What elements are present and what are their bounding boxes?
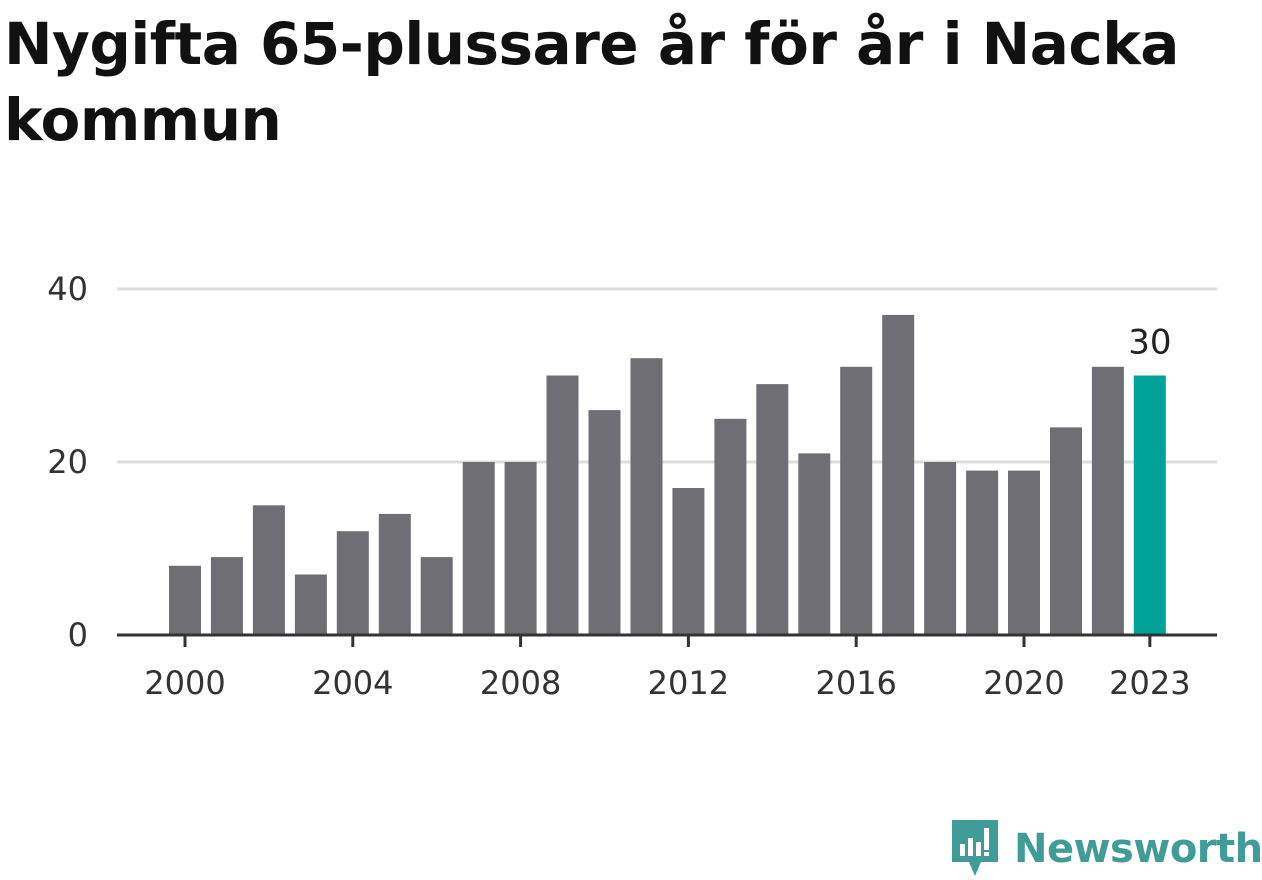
bar <box>1091 366 1124 635</box>
bar <box>252 505 285 636</box>
bar <box>1008 470 1040 635</box>
bar <box>756 384 789 635</box>
x-tick-label: 2004 <box>312 664 393 702</box>
x-tick-label: 2016 <box>815 664 896 702</box>
x-tick-label: 2008 <box>480 664 561 702</box>
bar <box>378 513 411 635</box>
bars <box>169 314 1166 636</box>
brand-name: Newsworthy <box>1014 826 1262 872</box>
bar <box>588 410 621 635</box>
bar <box>714 418 747 636</box>
newsworthy-logo[interactable]: Newsworthy <box>950 818 1262 880</box>
newsworthy-logo-icon <box>952 820 998 876</box>
x-tick-label: 2000 <box>144 664 225 702</box>
bar <box>420 557 453 635</box>
bar <box>630 358 663 635</box>
bar <box>336 531 369 635</box>
gridlines <box>117 287 1217 464</box>
bar-chart: 0 20 40 30 2000 2004 2008 2012 2016 2020 2023 <box>47 270 1217 702</box>
bar <box>294 574 327 635</box>
bar <box>504 462 537 635</box>
labels: 0 20 40 30 2000 2004 2008 2012 2016 2020 2023 <box>47 270 1190 702</box>
y-tick-label: 40 <box>47 270 88 308</box>
bar <box>966 470 999 635</box>
chart-title: Nygifta 65-plussare år för år i Nacka ko… <box>4 10 1179 154</box>
bar <box>1133 375 1166 635</box>
x-tick-label: 2023 <box>1109 664 1190 702</box>
data-label: 30 <box>1128 323 1171 363</box>
bar <box>1050 427 1082 635</box>
y-tick-label: 20 <box>47 443 88 481</box>
bar <box>924 462 957 635</box>
axes <box>117 633 1217 647</box>
bar <box>840 366 873 635</box>
x-tick-label: 2012 <box>648 664 729 702</box>
y-tick-label: 0 <box>68 616 88 654</box>
bar <box>462 462 495 635</box>
bar <box>546 375 579 635</box>
bar <box>798 453 831 635</box>
bar <box>169 565 201 635</box>
bar <box>672 488 705 635</box>
bar <box>882 314 915 635</box>
x-tick-label: 2020 <box>983 664 1064 702</box>
bar <box>210 557 243 635</box>
